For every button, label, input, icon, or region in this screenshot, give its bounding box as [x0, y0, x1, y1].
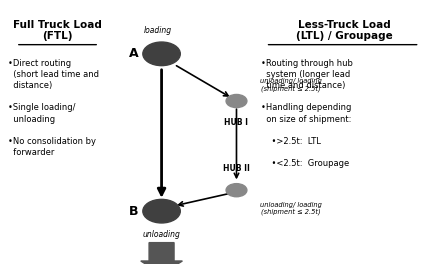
Circle shape: [226, 184, 247, 197]
FancyArrow shape: [141, 243, 182, 265]
Text: A: A: [129, 47, 139, 60]
Text: unloading: unloading: [143, 229, 181, 239]
Circle shape: [143, 199, 180, 223]
Text: •Direct routing
  (short lead time and
  distance)

•Single loading/
  unloading: •Direct routing (short lead time and dis…: [8, 59, 99, 157]
Text: HUB II: HUB II: [223, 164, 250, 173]
Circle shape: [226, 95, 247, 108]
Text: loading: loading: [143, 26, 171, 36]
Text: •Routing through hub
  system (longer lead
  time and distance)

•Handling depen: •Routing through hub system (longer lead…: [261, 59, 353, 168]
Text: Full Truck Load
(FTL): Full Truck Load (FTL): [13, 20, 102, 41]
Text: unloading/ loading
(shipment ≤ 2.5t): unloading/ loading (shipment ≤ 2.5t): [260, 78, 322, 92]
Text: unloading/ loading
(shipment ≤ 2.5t): unloading/ loading (shipment ≤ 2.5t): [260, 202, 322, 215]
Text: Less-Truck Load
(LTL) / Groupage: Less-Truck Load (LTL) / Groupage: [296, 20, 393, 41]
Circle shape: [143, 42, 180, 66]
Text: B: B: [129, 205, 139, 218]
Text: HUB I: HUB I: [224, 118, 248, 127]
